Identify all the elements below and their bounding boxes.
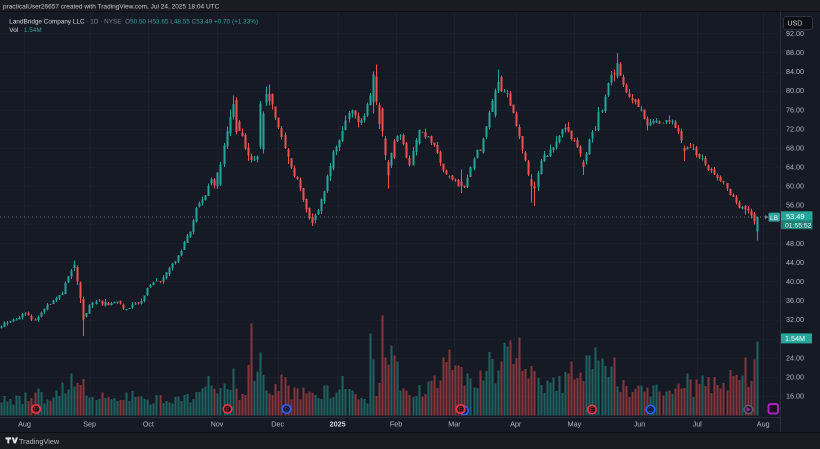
svg-text:24.00: 24.00 bbox=[786, 353, 804, 362]
svg-text:36.00: 36.00 bbox=[786, 296, 804, 305]
svg-text:LB: LB bbox=[770, 215, 779, 222]
svg-text:44.00: 44.00 bbox=[786, 258, 804, 267]
svg-text:53.49: 53.49 bbox=[786, 212, 805, 221]
svg-text:1.54M: 1.54M bbox=[785, 334, 805, 343]
svg-text:E: E bbox=[590, 407, 594, 414]
svg-text:01:55:52: 01:55:52 bbox=[785, 222, 812, 229]
svg-text:16.00: 16.00 bbox=[786, 392, 804, 401]
svg-text:TradingView: TradingView bbox=[19, 437, 60, 446]
svg-text:practicalUser26657 created wit: practicalUser26657 created with TradingV… bbox=[3, 3, 220, 10]
svg-text:92.00: 92.00 bbox=[786, 29, 804, 38]
svg-text:76.00: 76.00 bbox=[786, 105, 804, 114]
svg-text:60.00: 60.00 bbox=[786, 182, 804, 191]
svg-text:56.00: 56.00 bbox=[786, 201, 804, 210]
svg-text:2025: 2025 bbox=[330, 420, 346, 429]
svg-text:64.00: 64.00 bbox=[786, 163, 804, 172]
svg-text:40.00: 40.00 bbox=[786, 277, 804, 286]
svg-text:72.00: 72.00 bbox=[786, 124, 804, 133]
svg-text:E: E bbox=[225, 406, 229, 413]
svg-text:68.00: 68.00 bbox=[786, 144, 804, 153]
svg-text:Vol · 1.54M: Vol · 1.54M bbox=[9, 27, 41, 34]
svg-text:Dec: Dec bbox=[271, 420, 284, 429]
svg-text:20.00: 20.00 bbox=[786, 372, 804, 381]
svg-text:USD: USD bbox=[788, 21, 803, 28]
svg-text:Jul: Jul bbox=[693, 420, 703, 429]
svg-text:Sep: Sep bbox=[83, 420, 96, 429]
svg-text:80.00: 80.00 bbox=[786, 86, 804, 95]
svg-text:E: E bbox=[34, 406, 38, 413]
svg-text:Aug: Aug bbox=[18, 420, 31, 429]
svg-text:D: D bbox=[648, 407, 653, 414]
svg-text:48.00: 48.00 bbox=[786, 239, 804, 248]
svg-text:Feb: Feb bbox=[390, 420, 402, 429]
svg-text:Mar: Mar bbox=[448, 420, 461, 429]
svg-text:88.00: 88.00 bbox=[786, 48, 804, 57]
svg-text:Apr: Apr bbox=[510, 420, 522, 429]
svg-text:D: D bbox=[284, 406, 289, 413]
svg-text:Nov: Nov bbox=[211, 420, 224, 429]
svg-text:Oct: Oct bbox=[143, 420, 154, 429]
svg-text:32.00: 32.00 bbox=[786, 315, 804, 324]
svg-text:E: E bbox=[458, 406, 462, 413]
svg-text:Aug: Aug bbox=[757, 420, 770, 429]
svg-text:LandBridge Company LLC · 1D ·: LandBridge Company LLC · 1D · NYSE O50.5… bbox=[9, 18, 258, 25]
svg-text:84.00: 84.00 bbox=[786, 67, 804, 76]
svg-text:Jun: Jun bbox=[634, 420, 646, 429]
svg-text:May: May bbox=[568, 420, 582, 429]
